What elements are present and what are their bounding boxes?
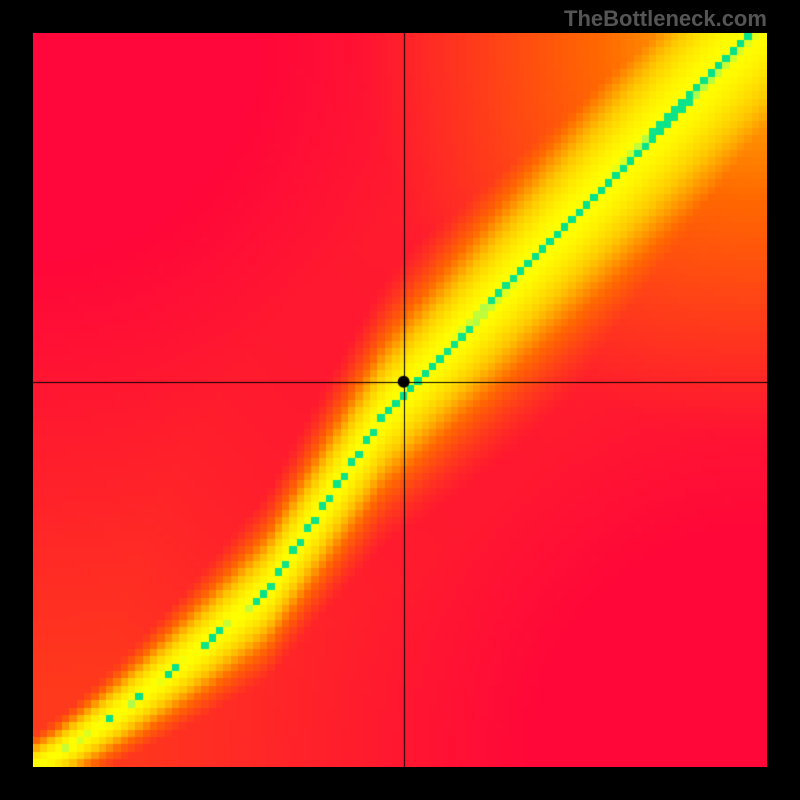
watermark-text: TheBottleneck.com — [564, 6, 767, 32]
frame-left — [0, 0, 33, 800]
frame-bottom — [0, 767, 800, 800]
frame-right — [767, 0, 800, 800]
bottleneck-heatmap — [33, 33, 767, 767]
